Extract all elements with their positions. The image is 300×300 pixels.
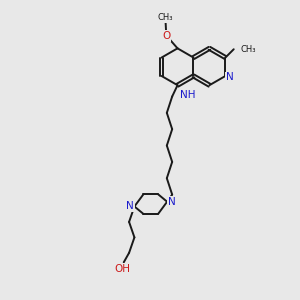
Text: N: N [126,202,134,212]
Text: N: N [226,73,233,82]
Text: CH₃: CH₃ [158,13,173,22]
Text: NH: NH [180,90,195,100]
Text: CH₃: CH₃ [240,45,256,54]
Text: OH: OH [114,264,130,274]
Text: O: O [162,31,170,41]
Text: N: N [168,197,176,207]
